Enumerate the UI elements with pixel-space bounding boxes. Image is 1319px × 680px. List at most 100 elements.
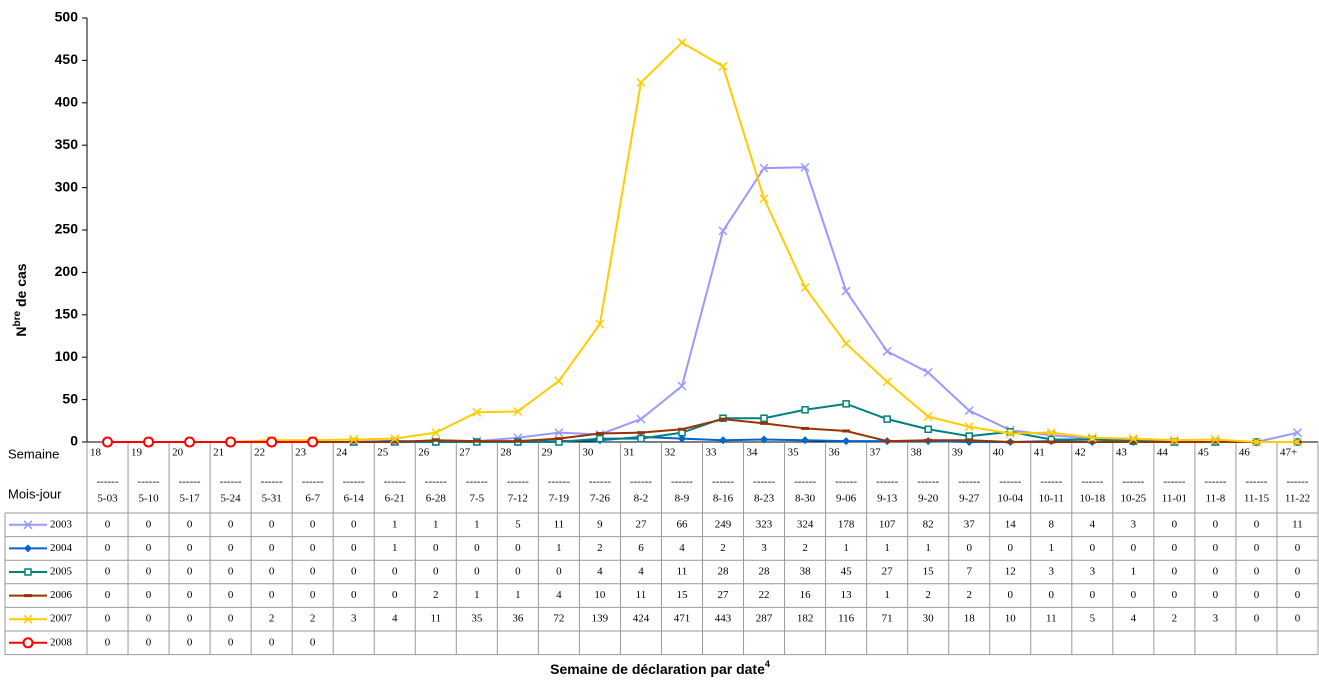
y-label-sup: bre xyxy=(12,310,23,326)
date-label: 5-03 xyxy=(97,493,118,505)
date-label: 9-06 xyxy=(836,493,857,505)
table-value: 4 xyxy=(1090,518,1096,530)
table-value: 0 xyxy=(1049,589,1055,601)
separator: ------ xyxy=(999,476,1021,488)
marker xyxy=(637,434,645,443)
table-value: 15 xyxy=(923,566,935,578)
separator: ------ xyxy=(1163,476,1185,488)
table-value: 0 xyxy=(105,518,111,530)
date-label: 7-5 xyxy=(469,493,484,505)
table-value: 11 xyxy=(636,589,647,601)
table-value: 0 xyxy=(433,542,439,554)
table-value: 0 xyxy=(1008,589,1014,601)
week-label: 21 xyxy=(213,447,224,459)
table-value: 0 xyxy=(1295,589,1301,601)
table-value: 5 xyxy=(1090,613,1096,625)
marker xyxy=(1292,437,1303,447)
table-value: 0 xyxy=(146,566,152,578)
marker xyxy=(841,286,851,296)
table-value: 66 xyxy=(676,518,688,530)
marker xyxy=(1128,434,1138,444)
marker xyxy=(760,435,769,444)
marker xyxy=(596,434,604,443)
table-value: 0 xyxy=(269,589,275,601)
table-value: 1 xyxy=(1049,542,1055,554)
y-tick-label: 400 xyxy=(55,94,79,110)
table-value: 22 xyxy=(759,589,770,601)
marker xyxy=(102,436,114,448)
table-value: 0 xyxy=(966,542,972,554)
week-label: 32 xyxy=(664,447,675,459)
table-value: 82 xyxy=(923,518,934,530)
table-value: 10 xyxy=(1005,613,1017,625)
date-label: 8-16 xyxy=(713,493,734,505)
table-value: 0 xyxy=(146,589,152,601)
week-label: 46 xyxy=(1239,447,1251,459)
date-label: 10-04 xyxy=(997,493,1023,505)
table-value: 9 xyxy=(597,518,603,530)
date-label: 10-18 xyxy=(1079,493,1105,505)
table-value: 443 xyxy=(715,613,732,625)
date-label: 6-14 xyxy=(344,493,365,505)
date-label: 8-23 xyxy=(754,493,775,505)
table-value: 38 xyxy=(800,566,812,578)
marker xyxy=(143,436,155,448)
week-label: 24 xyxy=(336,447,348,459)
separator: ------ xyxy=(261,476,283,488)
table-value: 4 xyxy=(556,589,562,601)
separator: ------ xyxy=(671,476,693,488)
table-value: 178 xyxy=(838,518,855,530)
y-tick-label: 0 xyxy=(70,433,78,449)
marker xyxy=(923,412,933,422)
table-value: 0 xyxy=(1172,542,1178,554)
marker xyxy=(349,434,359,444)
separator: ------ xyxy=(712,476,734,488)
marker xyxy=(800,283,810,293)
marker xyxy=(719,436,728,445)
table-value: 323 xyxy=(756,518,773,530)
marker xyxy=(924,425,932,434)
y-tick-label: 250 xyxy=(55,221,79,237)
marker xyxy=(1292,428,1303,438)
week-label: 22 xyxy=(254,447,265,459)
marker xyxy=(24,568,32,576)
marker xyxy=(1087,433,1097,443)
table-value: 0 xyxy=(310,636,316,648)
table-value: 11 xyxy=(430,613,441,625)
table-value: 0 xyxy=(187,589,193,601)
week-label: 20 xyxy=(172,447,184,459)
table-value: 1 xyxy=(392,542,398,554)
table-value: 0 xyxy=(146,613,152,625)
week-label: 44 xyxy=(1157,447,1169,459)
table-value: 1 xyxy=(884,542,890,554)
table-value: 1 xyxy=(474,518,480,530)
date-label: 10-11 xyxy=(1039,493,1064,505)
table-value: 1 xyxy=(925,542,931,554)
marker xyxy=(431,428,441,438)
table-value: 0 xyxy=(351,589,357,601)
date-label: 6-21 xyxy=(385,493,405,505)
table-value: 0 xyxy=(269,518,275,530)
date-label: 6-7 xyxy=(305,493,320,505)
week-label: 38 xyxy=(911,447,923,459)
table-value: 3 xyxy=(1213,613,1219,625)
week-label: 25 xyxy=(377,447,389,459)
y-tick-label: 150 xyxy=(55,306,79,322)
table-value: 11 xyxy=(1046,613,1057,625)
table-value: 1 xyxy=(392,518,398,530)
table-value: 0 xyxy=(1213,566,1219,578)
marker xyxy=(24,544,32,553)
table-value: 139 xyxy=(592,613,609,625)
marker xyxy=(266,436,278,448)
table-value: 0 xyxy=(1295,613,1301,625)
date-label: 5-10 xyxy=(138,493,159,505)
date-label: 11-8 xyxy=(1206,493,1226,505)
week-label: 33 xyxy=(706,447,718,459)
date-label: 11-15 xyxy=(1244,493,1270,505)
marker xyxy=(882,377,892,387)
y-tick-label: 300 xyxy=(55,178,79,194)
week-label: 28 xyxy=(500,447,512,459)
week-label: 31 xyxy=(623,447,634,459)
table-value: 0 xyxy=(228,566,234,578)
table-value: 0 xyxy=(1254,613,1260,625)
